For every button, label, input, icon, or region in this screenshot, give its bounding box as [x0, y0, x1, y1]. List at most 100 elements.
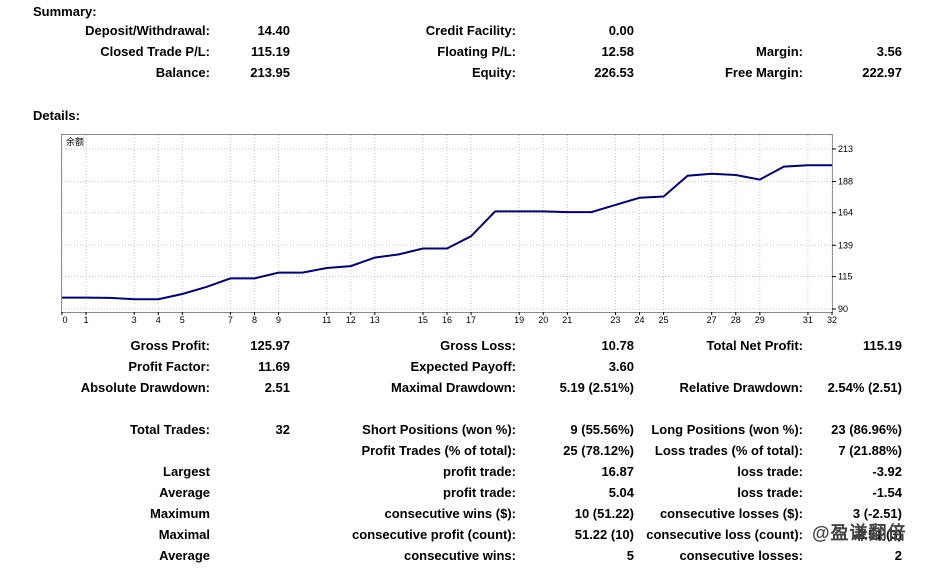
maximal-label: Maximal [158, 527, 210, 542]
average-consecutive-label: Average [159, 548, 210, 563]
chart-grid [61, 135, 833, 312]
x-tick-label: 29 [755, 315, 765, 325]
maximal-drawdown-value: 5.19 (2.51%) [559, 380, 634, 395]
floating-pl-value: 12.58 [601, 44, 634, 59]
x-tick-label: 23 [610, 315, 620, 325]
x-tick-label: 12 [346, 315, 356, 325]
balance-value: 213.95 [250, 65, 290, 80]
gross-profit-label: Gross Profit: [130, 338, 210, 353]
profit-trades-value: 25 (78.12%) [563, 443, 634, 458]
average-consecutive-losses-value: 2 [894, 548, 902, 563]
gross-profit-value: 125.97 [250, 338, 290, 353]
y-tick-label: 188 [838, 177, 853, 187]
expected-payoff-value: 3.60 [608, 359, 634, 374]
average-profit-label: profit trade: [443, 485, 516, 500]
x-tick-label: 31 [803, 315, 813, 325]
maximal-wins-value: 51.22 (10) [574, 527, 634, 542]
long-positions-label: Long Positions (won %): [651, 422, 803, 437]
maximal-losses-value: -2.51 (3) [852, 527, 902, 542]
total-net-profit-value: 115.19 [862, 338, 902, 353]
long-positions-value: 23 (86.96%) [831, 422, 902, 437]
total-trades-label: Total Trades: [130, 422, 210, 437]
maximum-losses-value: 3 (-2.51) [852, 506, 902, 521]
x-tick-label: 24 [634, 315, 644, 325]
relative-drawdown-value: 2.54% (2.51) [827, 380, 902, 395]
x-tick-label: 25 [659, 315, 669, 325]
y-tick-label: 90 [838, 304, 848, 314]
total-net-profit-label: Total Net Profit: [706, 338, 803, 353]
x-tick-label: 9 [276, 315, 281, 325]
average-loss-label: loss trade: [737, 485, 803, 500]
average-label: Average [159, 485, 210, 500]
summary-heading: Summary: [33, 4, 97, 19]
margin-value: 3.56 [876, 44, 902, 59]
x-tick-label: 1 [84, 315, 89, 325]
x-tick-label: 5 [180, 315, 185, 325]
floating-pl-label: Floating P/L: [437, 44, 516, 59]
relative-drawdown-label: Relative Drawdown: [679, 380, 803, 395]
y-tick-label: 139 [838, 240, 853, 250]
x-tick-label: 20 [538, 315, 548, 325]
equity-value: 226.53 [594, 65, 634, 80]
details-heading: Details: [33, 108, 80, 123]
x-tick-label: 3 [132, 315, 137, 325]
deposit-withdrawal-value: 14.40 [257, 23, 290, 38]
average-profit-value: 5.04 [608, 485, 634, 500]
x-tick-label: 0 [62, 315, 67, 325]
balance-label: Balance: [155, 65, 210, 80]
largest-loss-value: -3.92 [872, 464, 902, 479]
x-tick-label: 11 [322, 315, 331, 325]
loss-trades-label: Loss trades (% of total): [654, 443, 803, 458]
balance-line [62, 164, 832, 301]
short-positions-label: Short Positions (won %): [362, 422, 516, 437]
y-tick-label: 164 [838, 208, 853, 218]
closed-trade-pl-value: 115.19 [250, 44, 290, 59]
average-consecutive-losses-label: consecutive losses: [679, 548, 803, 563]
y-tick-label: 213 [838, 144, 853, 154]
largest-profit-label: profit trade: [443, 464, 516, 479]
expected-payoff-label: Expected Payoff: [410, 359, 516, 374]
largest-profit-value: 16.87 [601, 464, 634, 479]
x-tick-label: 32 [827, 315, 837, 325]
largest-label: Largest [163, 464, 210, 479]
y-tick-label: 115 [838, 271, 852, 281]
x-tick-label: 13 [370, 315, 380, 325]
deposit-withdrawal-label: Deposit/Withdrawal: [85, 23, 210, 38]
free-margin-value: 222.97 [862, 65, 902, 80]
absolute-drawdown-value: 2.51 [264, 380, 290, 395]
short-positions-value: 9 (55.56%) [570, 422, 634, 437]
maximum-wins-label: consecutive wins ($): [384, 506, 516, 521]
loss-trades-value: 7 (21.88%) [838, 443, 902, 458]
watermark: @盈谦翻倍 [812, 523, 907, 543]
x-tick-label: 17 [466, 315, 476, 325]
average-loss-value: -1.54 [872, 485, 902, 500]
x-tick-label: 21 [562, 315, 572, 325]
maximal-losses-label: consecutive loss (count): [646, 527, 803, 542]
credit-facility-label: Credit Facility: [425, 23, 516, 38]
maximal-wins-label: consecutive profit (count): [352, 527, 516, 542]
x-tick-label: 8 [252, 315, 257, 325]
y-axis: 90 115 139 164 188 213 [832, 144, 853, 314]
x-tick-label: 19 [514, 315, 524, 325]
closed-trade-pl-label: Closed Trade P/L: [100, 44, 210, 59]
maximum-wins-value: 10 (51.22) [574, 506, 634, 521]
profit-factor-value: 11.69 [258, 359, 290, 374]
x-tick-label: 7 [228, 315, 233, 325]
absolute-drawdown-label: Absolute Drawdown: [80, 380, 210, 395]
total-trades-value: 32 [275, 422, 290, 437]
x-tick-label: 27 [707, 315, 717, 325]
maximal-drawdown-label: Maximal Drawdown: [391, 380, 516, 395]
profit-factor-label: Profit Factor: [128, 359, 210, 374]
x-axis: 0 1 3 4 5 7 8 9 11 12 13 15 16 17 19 20 21 23 24 25 27 28 29 31… [61, 312, 837, 325]
maximum-label: Maximum [150, 506, 210, 521]
average-consecutive-wins-value: 5 [626, 548, 634, 563]
x-tick-label: 28 [731, 315, 741, 325]
x-tick-label: 16 [442, 315, 452, 325]
gross-loss-value: 10.78 [601, 338, 634, 353]
chart-title: 余额 [66, 136, 84, 147]
x-tick-label: 4 [156, 315, 161, 325]
x-tick-label: 15 [418, 315, 428, 325]
largest-loss-label: loss trade: [737, 464, 803, 479]
average-consecutive-wins-label: consecutive wins: [404, 548, 516, 563]
